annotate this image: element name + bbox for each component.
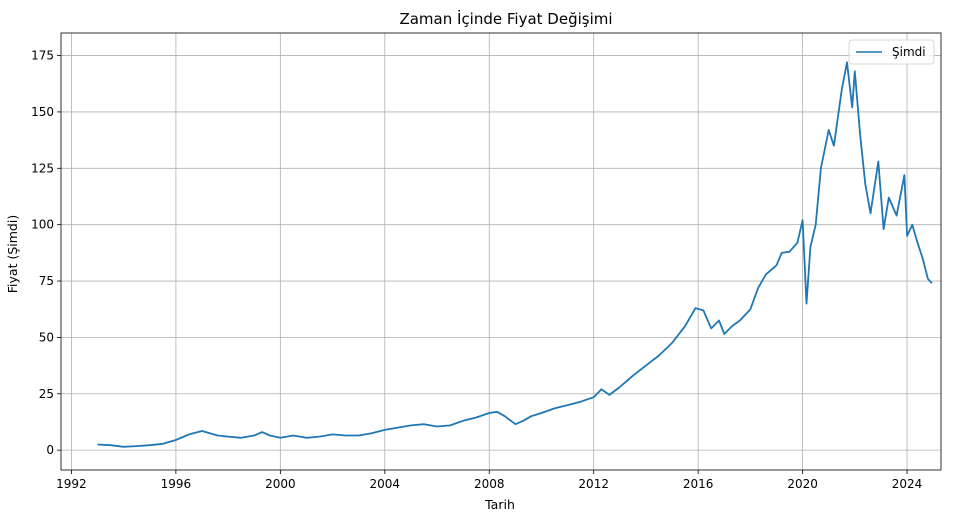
series-layer <box>97 61 933 448</box>
x-tick-label: 2004 <box>370 477 401 491</box>
y-tick-label: 175 <box>31 49 54 63</box>
chart-title: Zaman İçinde Fiyat Değişimi <box>399 9 612 28</box>
x-tick-label: 2008 <box>474 477 505 491</box>
series-line <box>97 61 933 448</box>
y-tick-label: 0 <box>46 443 54 457</box>
axis-ticks: 1992 1996 2000 2004 2008 2012 2016 2020 2024 0 25 5… <box>31 49 922 491</box>
x-tick-label: 2024 <box>892 477 923 491</box>
y-tick-label: 125 <box>31 161 54 175</box>
y-tick-label: 150 <box>31 105 54 119</box>
y-tick-label: 75 <box>39 274 54 288</box>
x-tick-label: 2000 <box>265 477 296 491</box>
x-tick-label: 1992 <box>56 477 87 491</box>
grid <box>61 33 941 470</box>
x-axis-label: Tarih <box>484 497 515 512</box>
y-tick-label: 25 <box>39 387 54 401</box>
plot-frame <box>60 32 942 471</box>
x-tick-label: 2016 <box>683 477 714 491</box>
y-axis-label: Fiyat (Şimdi) <box>5 215 20 293</box>
y-tick-label: 50 <box>39 330 54 344</box>
legend: Şimdi <box>848 39 935 65</box>
legend-box <box>848 39 935 65</box>
legend-label: Şimdi <box>892 45 926 59</box>
x-tick-label: 1996 <box>161 477 192 491</box>
x-tick-label: 2012 <box>578 477 609 491</box>
y-tick-label: 100 <box>31 218 54 232</box>
x-tick-label: 2020 <box>787 477 818 491</box>
